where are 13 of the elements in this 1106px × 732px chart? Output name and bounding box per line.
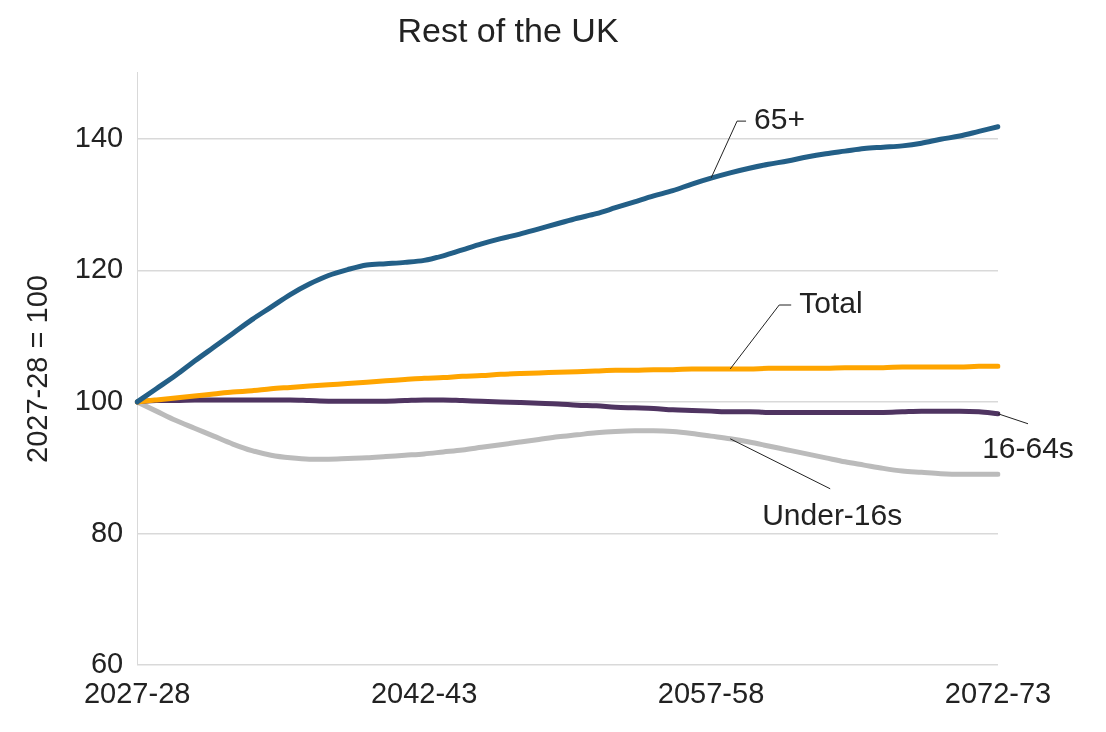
x-tick-label: 2072-73	[944, 676, 1052, 709]
y-tick-label: 100	[74, 383, 124, 416]
y-tick-label: 120	[74, 252, 124, 285]
y-tick-label: 80	[90, 515, 124, 548]
series-label: 65+	[754, 102, 805, 136]
x-tick-label: 2042-43	[370, 676, 478, 709]
chart-title: Rest of the UK	[397, 10, 619, 49]
series-label: 16-64s	[982, 431, 1074, 465]
y-axis-title: 2027-28 = 100	[21, 275, 54, 463]
series-label: Under-16s	[762, 498, 903, 532]
y-tick-label: 140	[74, 120, 124, 153]
series-label: Total	[799, 286, 863, 320]
x-tick-label: 2057-58	[657, 676, 765, 709]
